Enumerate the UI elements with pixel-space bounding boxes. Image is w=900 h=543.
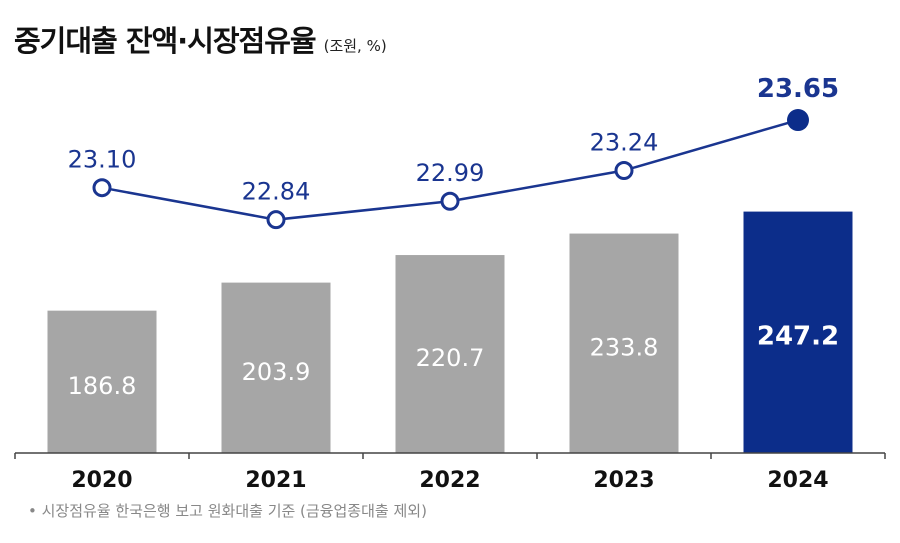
share-point-2021 [266, 210, 286, 230]
share-point-2020 [92, 178, 112, 198]
bar-2024 [743, 211, 853, 453]
share-label-2023: 23.24 [590, 128, 659, 156]
x-tick-label-2023: 2023 [593, 468, 654, 493]
share-point-2024 [787, 109, 809, 132]
share-label-2020: 23.10 [68, 146, 137, 174]
share-label-2021: 22.84 [242, 178, 311, 206]
bar-label-2023: 233.8 [590, 333, 659, 361]
x-tick-label-2022: 2022 [419, 468, 480, 493]
share-label-2024: 23.65 [757, 74, 839, 104]
bar-label-2022: 220.7 [416, 344, 485, 372]
bar-2021 [221, 282, 331, 453]
chart-title: 중기대출 잔액·시장점유율 (조원, %) [14, 18, 387, 60]
x-tick-label-2024: 2024 [767, 468, 828, 493]
share-point-2022 [440, 191, 460, 211]
share-label-2022: 22.99 [416, 159, 485, 187]
bar-label-2024: 247.2 [757, 321, 839, 351]
bar-2022 [395, 255, 505, 453]
bar-2020 [47, 310, 157, 453]
unit-label: (조원, %) [323, 37, 387, 55]
bar-2023 [569, 233, 679, 453]
footnote: • 시장점유율 한국은행 보고 원화대출 기준 (금융업종대출 제외) [28, 502, 427, 520]
share-point-2023 [614, 160, 634, 180]
title-text: 중기대출 잔액·시장점유율 [14, 24, 317, 58]
bar-label-2021: 203.9 [242, 358, 311, 386]
x-tick-label-2021: 2021 [245, 468, 306, 493]
bar-label-2020: 186.8 [68, 372, 137, 400]
x-tick-label-2020: 2020 [71, 468, 132, 493]
